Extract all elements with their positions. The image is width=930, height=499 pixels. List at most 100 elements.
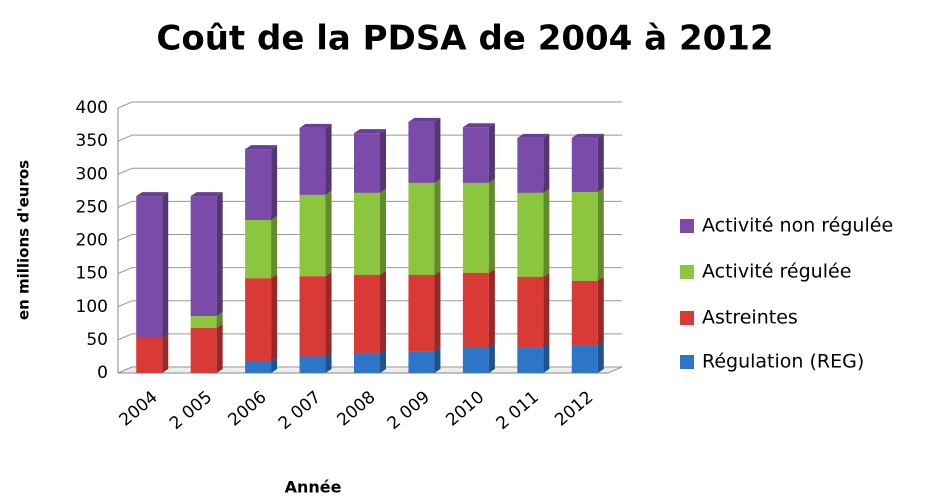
bar-segment (408, 182, 435, 275)
bar-side (380, 129, 386, 193)
bar-segment (245, 149, 272, 220)
bar-top (517, 133, 550, 138)
legend-swatch (680, 311, 694, 325)
legend-label: Régulation (REG) (702, 351, 864, 373)
grid-line (117, 200, 133, 208)
bar-side (325, 123, 332, 195)
bar-side (325, 190, 332, 277)
bar-side (325, 272, 332, 357)
bar-segment (408, 274, 435, 352)
bar-side (380, 270, 386, 354)
y-tick-label: 50 (86, 330, 108, 350)
bar-segment (245, 278, 272, 362)
bar-side (271, 215, 278, 279)
bar-side (380, 188, 386, 275)
legend-swatch (680, 265, 694, 279)
bar-segment (354, 353, 380, 373)
grid-line (117, 234, 133, 241)
bar-side (488, 123, 495, 183)
bar-top (462, 123, 495, 128)
x-tick-label: 2004 (116, 387, 162, 430)
bar-segment (408, 121, 435, 183)
grid-line (117, 101, 133, 109)
bar-segment (462, 182, 489, 273)
bar-segment (245, 361, 272, 373)
bar-segment (299, 276, 326, 357)
y-tick-label: 0 (97, 363, 108, 383)
bar-top (136, 192, 169, 197)
bar-segment (299, 194, 326, 277)
bar-segment (299, 356, 326, 373)
bar-segment (462, 272, 489, 348)
bar-side (325, 352, 332, 373)
grid-line (117, 366, 133, 374)
bar-segment (190, 196, 217, 317)
grid-line (117, 300, 133, 308)
x-axis-label: Année (285, 478, 342, 497)
bar-segment (136, 196, 163, 338)
x-tick-label: 2008 (333, 387, 379, 430)
bar-side (216, 312, 223, 328)
bar-top (354, 129, 386, 134)
grid-line (117, 167, 133, 175)
bar-side (597, 341, 604, 373)
bar-top (190, 192, 223, 197)
bar-side (271, 274, 278, 362)
y-tick-label: 100 (76, 297, 108, 317)
bar-segment (462, 347, 489, 373)
y-tick-label: 200 (76, 231, 108, 251)
bar-segment (571, 345, 598, 373)
bar-segment (190, 316, 217, 328)
y-axis-label: en millions d'euros (15, 160, 33, 320)
bar-side (543, 272, 550, 348)
bar-side (488, 178, 495, 273)
bar-side (434, 178, 441, 275)
bar-side (543, 188, 550, 277)
bar-segment (517, 276, 544, 348)
bar-side (434, 270, 441, 352)
bar-segment (245, 219, 272, 279)
legend-label: Activité régulée (702, 261, 851, 283)
bar-segment (462, 127, 489, 183)
grid-line (117, 134, 133, 142)
bar-segment (190, 327, 217, 373)
bar-segment (354, 192, 380, 275)
bar-top (571, 133, 604, 138)
bar-segment (136, 337, 163, 373)
x-tick-label: 2 009 (384, 387, 434, 434)
bar-side (380, 349, 386, 373)
bar-segment (571, 192, 598, 281)
bar-side (543, 343, 550, 373)
x-tick-label: 2010 (442, 387, 488, 430)
bar-segment (571, 280, 598, 346)
legend-label: Activité non régulée (702, 215, 893, 237)
bar-side (488, 268, 495, 348)
bar-side (597, 276, 604, 346)
bar-side (434, 347, 441, 373)
bar-segment (571, 137, 598, 193)
y-tick-label: 150 (76, 264, 108, 284)
bar-segment (354, 133, 380, 193)
bar-side (271, 357, 278, 373)
x-tick-label: 2 005 (166, 387, 216, 434)
x-tick-label: 2 011 (493, 387, 543, 434)
bar-side (162, 192, 169, 338)
y-tick-label: 250 (76, 197, 108, 217)
bar-segment (354, 274, 380, 354)
bar-segment (299, 127, 326, 195)
bar-top (408, 117, 441, 122)
bar-segment (517, 347, 544, 373)
grid-line (117, 333, 133, 341)
x-tick-label: 2 007 (275, 387, 325, 434)
x-tick-label: 2012 (551, 387, 597, 430)
y-tick-label: 300 (76, 164, 108, 184)
bar-top (245, 145, 278, 150)
legend-swatch (680, 355, 694, 369)
legend-label: Astreintes (702, 307, 798, 329)
bar-top (299, 123, 332, 128)
grid-line (117, 267, 133, 275)
bar-side (162, 333, 169, 373)
bar-side (216, 323, 223, 373)
bar-side (597, 188, 604, 281)
